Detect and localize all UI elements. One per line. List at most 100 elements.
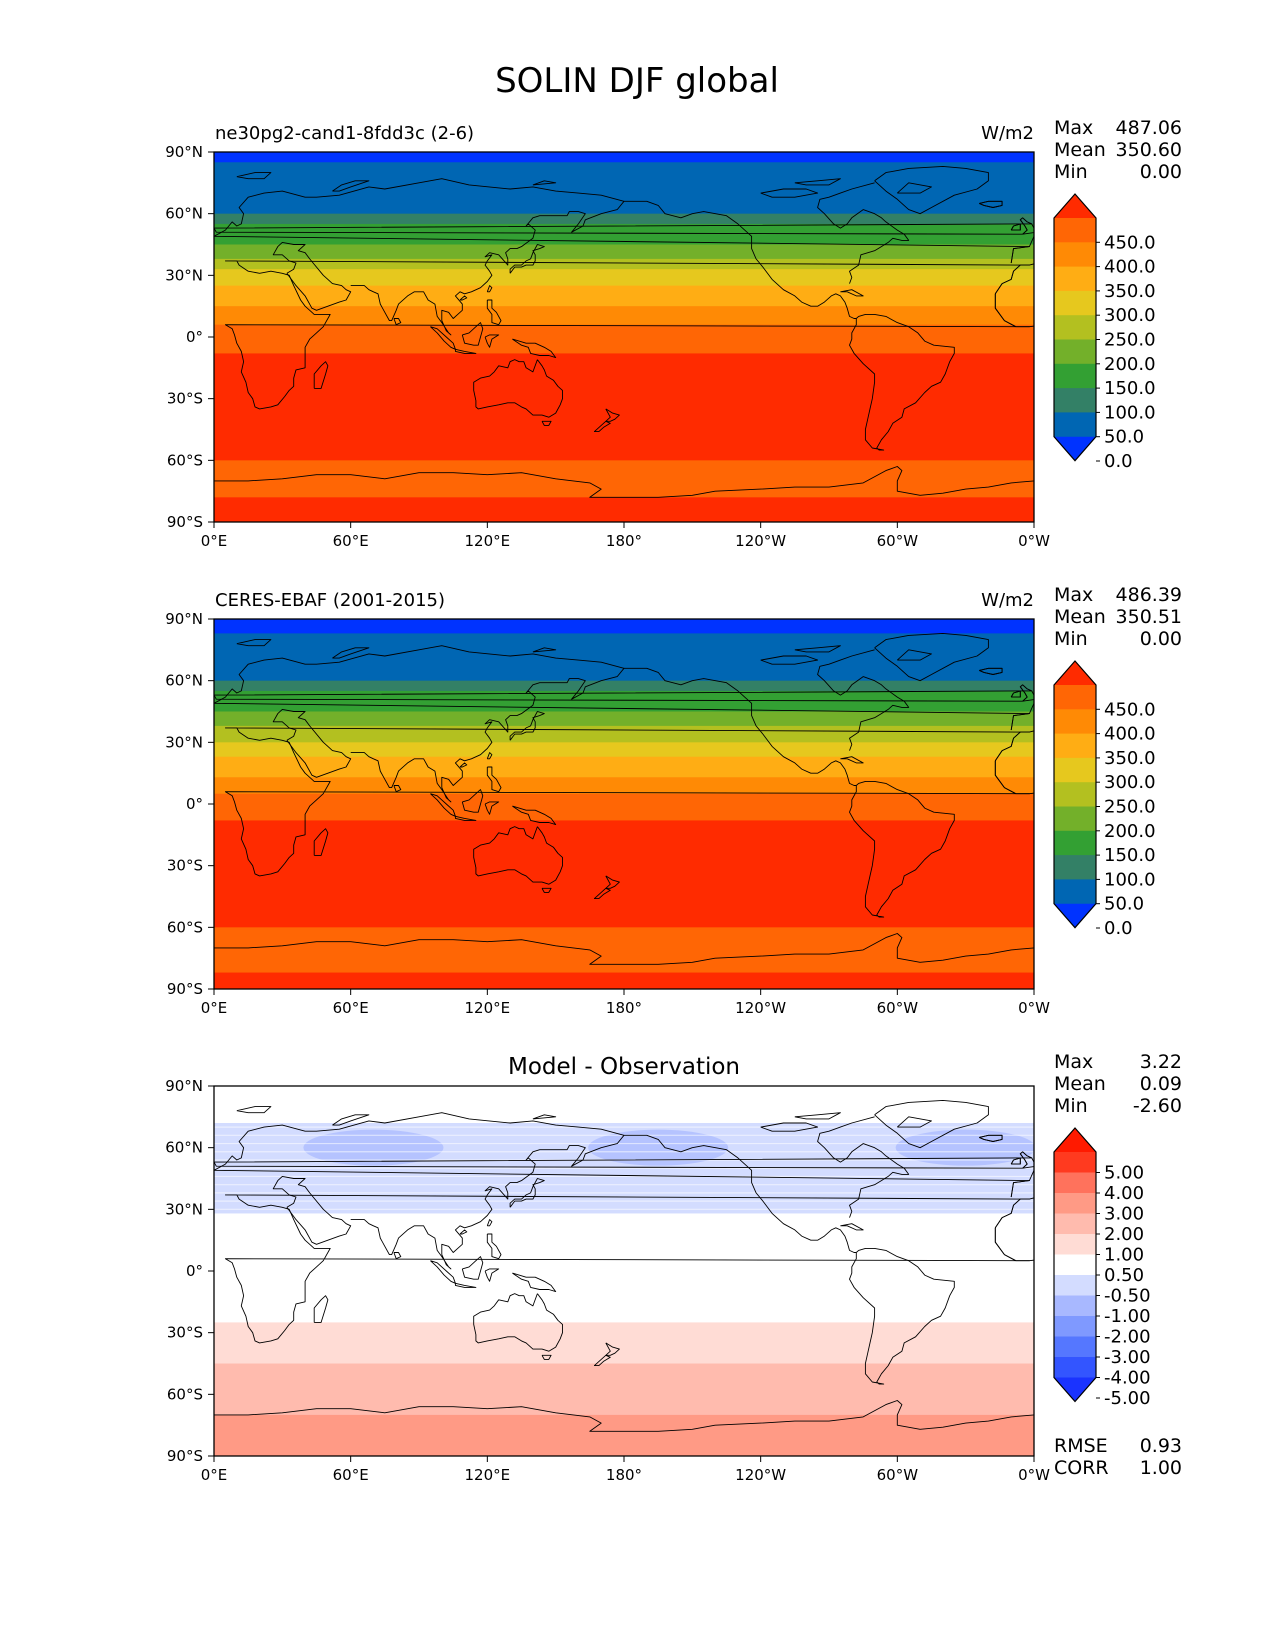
colorbar-tick-label: -2.00	[1104, 1327, 1151, 1348]
coastline	[624, 200, 857, 319]
x-tick-label: 120°W	[735, 999, 786, 1017]
coastline	[532, 647, 557, 653]
panel-observation: 90°N 60°N 30°N 0° 30°S 60°S 90°S 0°E 60°E 120°E 1…	[0, 590, 1275, 1017]
coastline	[1171, 201, 1275, 335]
colorbar-tick-label: 150.0	[1104, 845, 1156, 866]
coastline	[77, 183, 111, 193]
coastline	[896, 1116, 932, 1128]
x-axis: 0°E 60°E 120°E 180° 120°W 60°W 0°W	[201, 522, 1050, 550]
colorbar-segment	[1054, 1254, 1096, 1276]
x-tick-label: 0°E	[201, 1466, 228, 1484]
colorbar-segment	[1054, 709, 1096, 734]
colorbar-tick-label: 200.0	[1104, 821, 1156, 842]
coastline	[1010, 1157, 1021, 1165]
panel-units: W/m2	[981, 590, 1034, 611]
x-tick-label: 60°W	[877, 532, 919, 550]
colorbar-tick-label: 350.0	[1104, 281, 1156, 302]
coastline	[605, 1342, 620, 1356]
coastline	[0, 1117, 89, 1218]
contour-band	[214, 711, 1034, 727]
coastline	[461, 322, 484, 346]
coastline	[1010, 690, 1021, 698]
contour-lobe	[588, 1129, 729, 1166]
stats-difference: Max 3.22 Mean 0.09 Min -2.60 RMSE 0.93 C…	[1054, 1051, 1182, 1479]
colorbar-tick-label: 450.0	[1104, 232, 1156, 253]
colorbar-segment	[1054, 363, 1096, 389]
x-tick-label: 0°W	[1018, 1466, 1050, 1484]
contour-band	[214, 353, 1034, 461]
coastline	[486, 766, 502, 793]
coastline	[1214, 1253, 1221, 1259]
colorbar-segment	[1054, 1295, 1096, 1317]
coastline	[817, 1116, 910, 1218]
colorbar-tick-label: 200.0	[1104, 354, 1156, 375]
stat-mean-value: 0.09	[1140, 1073, 1182, 1095]
coastline	[236, 1106, 272, 1114]
coastline	[0, 650, 89, 751]
coastline	[454, 815, 477, 821]
colorbar-segment	[1054, 757, 1096, 783]
coastline	[541, 887, 552, 893]
colorbar-tick-label: 400.0	[1104, 257, 1156, 278]
contour-band	[214, 1363, 1034, 1416]
coastline	[1250, 1261, 1275, 1284]
coastline	[541, 420, 552, 426]
x-tick-label: 60°E	[333, 1466, 369, 1484]
colorbar-tick-label: 100.0	[1104, 869, 1156, 890]
colorbar-tick-label: 300.0	[1104, 305, 1156, 326]
colorbar-tick-label: 4.00	[1104, 1183, 1144, 1204]
coastline	[512, 338, 557, 359]
stat-max-value: 486.39	[1116, 584, 1182, 606]
coastline	[1034, 934, 1275, 965]
y-tick-label: 0°	[186, 328, 203, 346]
colorbar-tick-label: 150.0	[1104, 378, 1156, 399]
coastline	[817, 182, 910, 284]
colorbar-segment	[1054, 685, 1096, 710]
coastline	[1019, 1151, 1034, 1169]
contour-band	[214, 152, 1034, 163]
colorbar-segment	[1054, 855, 1096, 880]
contour-band	[214, 756, 1034, 778]
panel-difference: 90°N 60°N 30°N 0° 30°S 60°S 90°S 0°E 60°E 120°E 1…	[0, 1054, 1275, 1484]
x-tick-label: 0°E	[201, 532, 228, 550]
coastline	[0, 1135, 36, 1252]
coastline	[486, 1219, 493, 1227]
x-tick-label: 60°E	[333, 999, 369, 1017]
colorbar-tick-label: 0.50	[1104, 1265, 1144, 1286]
coastline	[1214, 786, 1221, 792]
contour-band	[214, 690, 1034, 712]
y-tick-label: 90°S	[167, 980, 203, 998]
colorbar-segment	[1054, 1336, 1096, 1358]
colorbar-tick-label: 100.0	[1104, 402, 1156, 423]
contour-band	[214, 460, 1034, 498]
coastline	[214, 480, 215, 482]
coastline	[1019, 217, 1034, 235]
x-tick-label: 180°	[606, 999, 642, 1017]
stat-min-label: Min	[1054, 161, 1088, 183]
y-tick-label: 60°N	[165, 672, 203, 690]
coastline	[313, 1295, 329, 1323]
y-tick-label: 30°N	[165, 266, 203, 284]
x-tick-label: 0°W	[1018, 999, 1050, 1017]
coastlines	[0, 1099, 1275, 1432]
colorbar-segment	[1054, 830, 1096, 856]
stat-max-label: Max	[1054, 584, 1093, 606]
coastline	[459, 1229, 468, 1235]
coastline	[486, 285, 493, 293]
y-tick-label: 60°S	[167, 1385, 203, 1403]
coastline	[272, 708, 352, 778]
coastline	[486, 1233, 502, 1260]
coastline	[593, 887, 611, 900]
x-tick-label: 60°E	[333, 532, 369, 550]
coastline	[532, 180, 557, 186]
colorbar-segment	[1054, 1172, 1096, 1194]
coastline	[272, 241, 352, 311]
stats-observation: Max 486.39 Mean 350.51 Min 0.00	[1054, 584, 1182, 650]
coastline	[0, 1113, 20, 1119]
contour-band	[214, 777, 1034, 795]
coastline	[55, 1100, 169, 1147]
colorbar-segment	[1054, 1213, 1096, 1235]
contour-lobe	[303, 1129, 444, 1166]
colorbar-tick-label: 5.00	[1104, 1163, 1144, 1184]
